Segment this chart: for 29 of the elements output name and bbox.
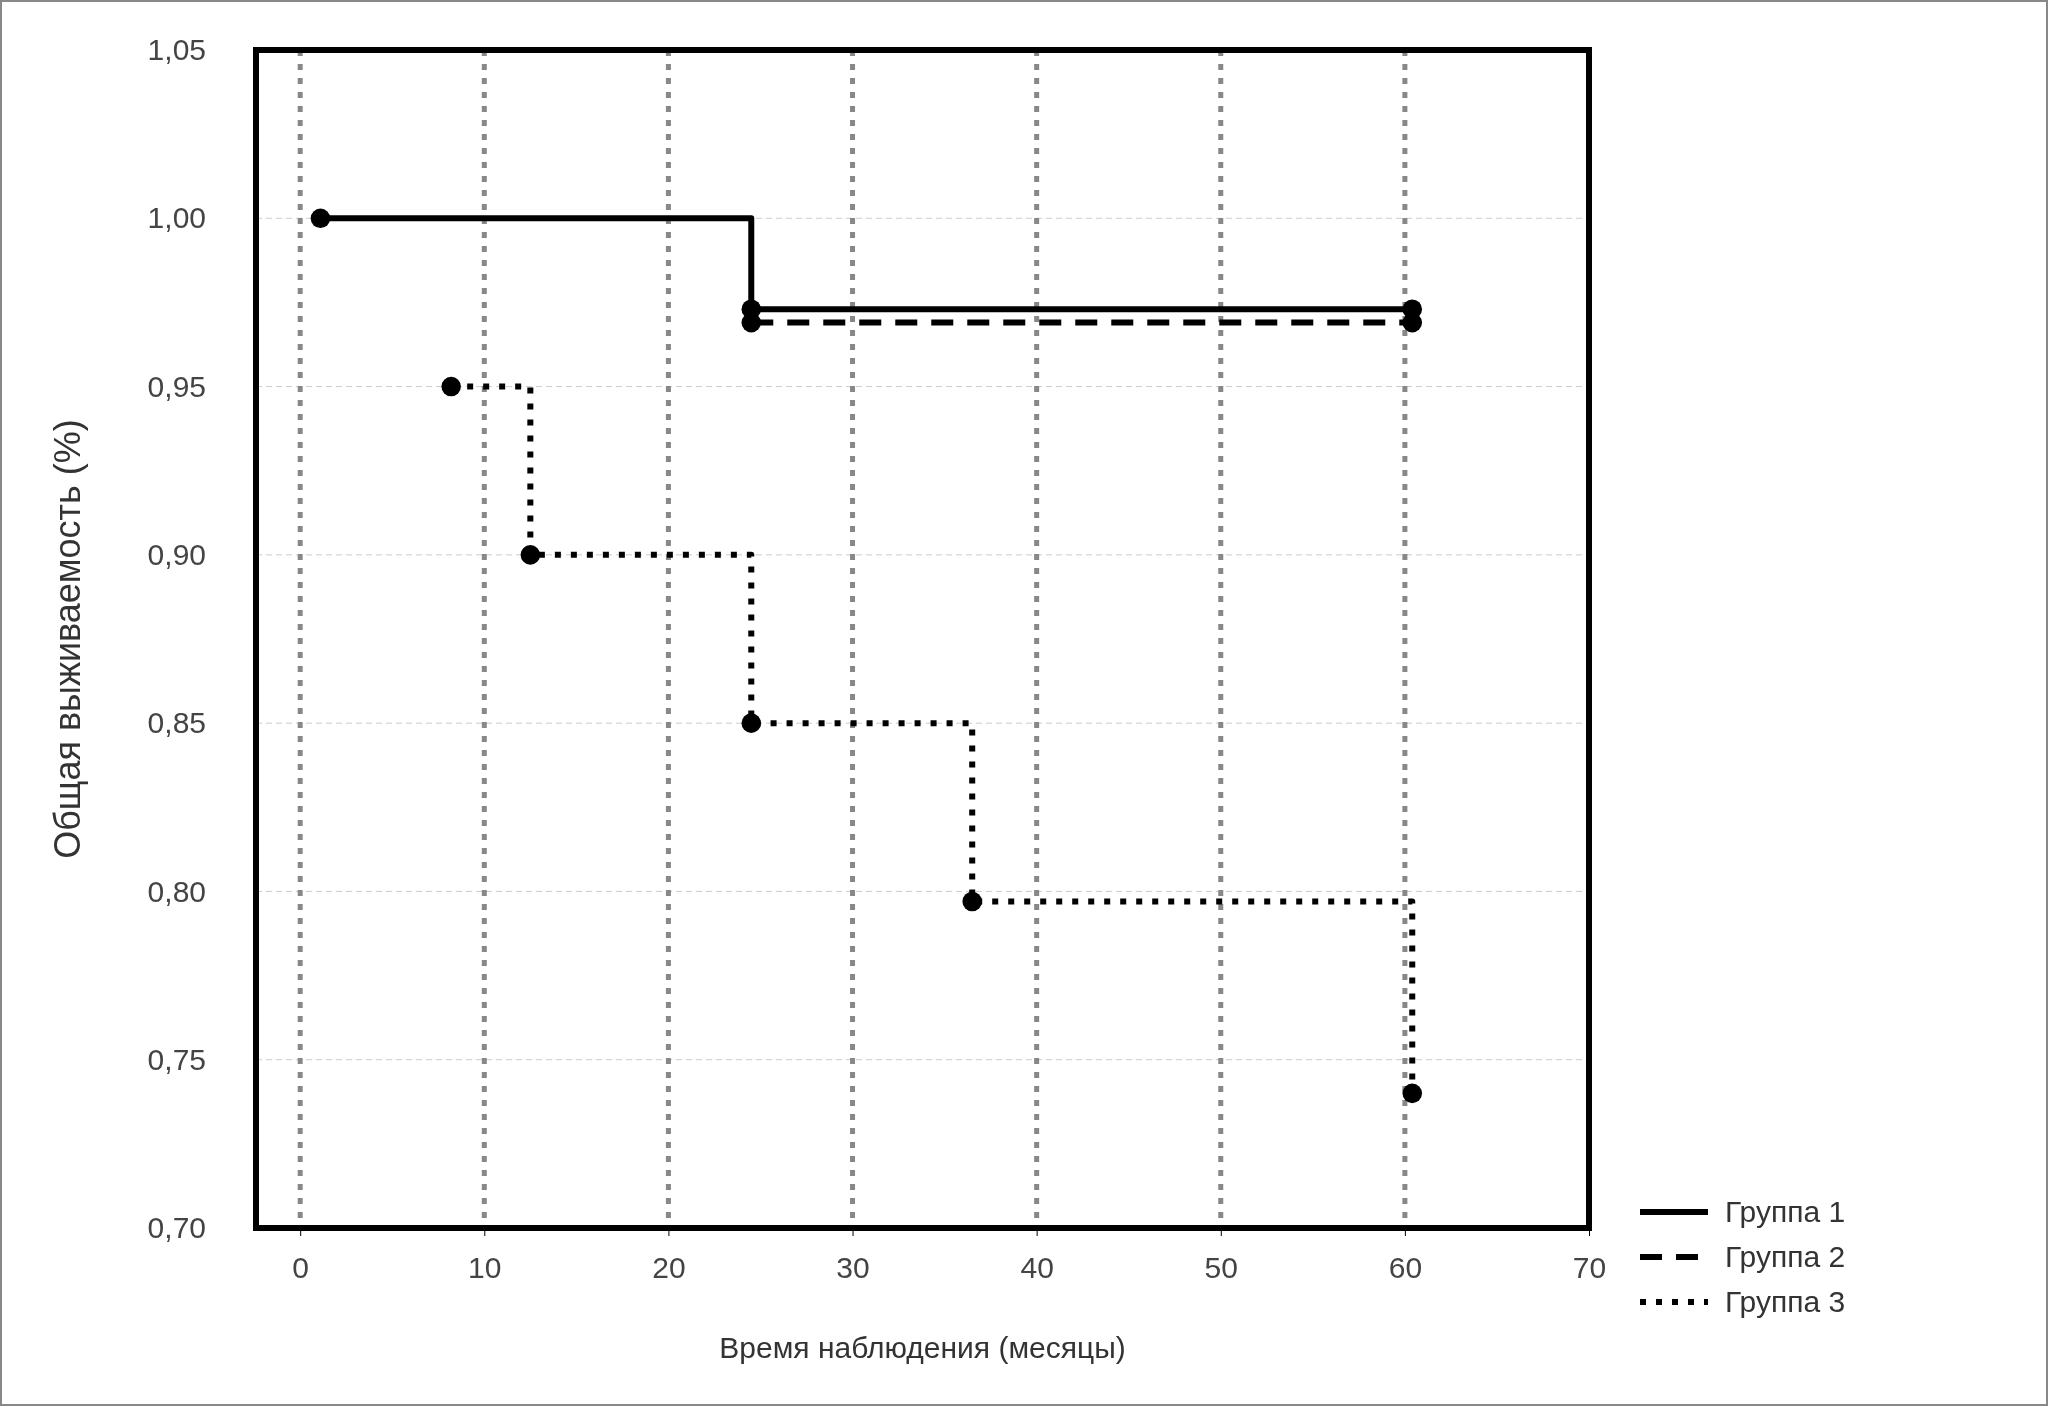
y-tick-label: 1,05 <box>147 33 206 67</box>
legend-label: Группа 3 <box>1725 1285 1846 1318</box>
x-tick-label: 20 <box>652 1251 686 1284</box>
y-tick-label: 0,90 <box>147 537 206 571</box>
point <box>962 891 982 912</box>
x-tick-label: 10 <box>468 1251 502 1284</box>
y-tick-label: 0,70 <box>147 1211 206 1245</box>
point <box>310 208 331 229</box>
point <box>441 376 461 397</box>
x-tick-label: 50 <box>1204 1251 1238 1284</box>
legend-label: Группа 1 <box>1725 1195 1846 1228</box>
y-tick-label: 0,85 <box>147 706 206 740</box>
x-tick-label: 30 <box>836 1251 870 1284</box>
x-axis-title: Время наблюдения (месяцы) <box>719 1331 1126 1364</box>
point <box>1402 1083 1423 1104</box>
y-tick-label: 0,95 <box>147 369 206 403</box>
x-tick-label: 70 <box>1572 1251 1607 1284</box>
x-tick-label: 40 <box>1020 1251 1054 1284</box>
y-tick-label: 0,80 <box>147 874 206 908</box>
y-axis-title: Общая выживаемость (%) <box>47 419 88 859</box>
point <box>1402 312 1423 333</box>
y-tick-label: 1,00 <box>147 201 206 235</box>
x-tick-label: 60 <box>1388 1251 1423 1284</box>
point <box>520 545 541 565</box>
legend-label: Группа 2 <box>1725 1240 1846 1273</box>
x-tick-label: 0 <box>292 1251 310 1284</box>
y-tick-label: 0,75 <box>147 1042 206 1076</box>
point <box>741 713 762 733</box>
point <box>741 312 762 333</box>
